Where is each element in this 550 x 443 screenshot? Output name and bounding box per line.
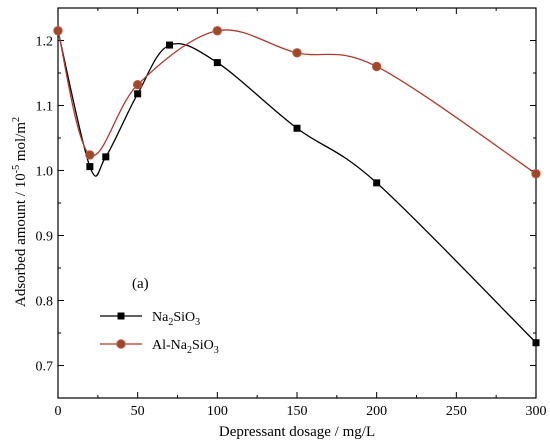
series-1-point (85, 150, 95, 160)
x-tick-label: 300 (526, 404, 547, 419)
series-0-point (293, 124, 301, 132)
x-tick-label: 200 (366, 404, 387, 419)
x-tick-label: 50 (131, 404, 145, 419)
x-axis-label: Depressant dosage / mg/L (219, 424, 375, 440)
series-0-point (166, 41, 174, 49)
y-tick-label: 0.7 (36, 360, 54, 375)
data-markers (53, 26, 541, 347)
y-axis: 0.7 0.8 0.9 1.0 1.1 1.2 (36, 7, 536, 399)
series-1-point (132, 79, 143, 90)
x-axis: 0 50 100 150 200 250 300 (55, 8, 547, 419)
series-0-curve (57, 30, 537, 344)
series-1-point (531, 169, 541, 179)
series-1-point (212, 26, 223, 36)
x-tick-label: 100 (207, 404, 228, 419)
series-0-point (134, 90, 142, 98)
series-0-point (532, 339, 540, 347)
fit-curves (57, 29, 537, 344)
x-tick-label: 250 (446, 404, 467, 419)
legend-label-0: Na2SiO3 (152, 310, 200, 328)
series-1-point (371, 61, 382, 72)
series-0-point (102, 153, 110, 161)
y-tick-label: 1.2 (36, 35, 54, 50)
series-0-point (86, 163, 94, 171)
plot-border (57, 7, 537, 399)
legend-label-1: Al-Na2SiO3 (152, 338, 219, 356)
x-tick-label: 0 (55, 404, 62, 419)
series-1-point (53, 26, 63, 36)
series-0-point (373, 179, 381, 187)
legend-marker-0 (117, 312, 125, 320)
y-tick-label: 0.9 (36, 230, 54, 245)
y-tick-label: 0.8 (36, 295, 54, 310)
legend: Na2SiO3 Al-Na2SiO3 (100, 310, 219, 356)
series-1-point (292, 48, 302, 58)
y-tick-label: 1.1 (36, 100, 54, 115)
y-axis-label: Adsorbed amount / 10-5 mol/m2 (11, 117, 29, 307)
legend-marker-1 (116, 339, 126, 349)
plot-area (57, 7, 537, 399)
x-tick-label: 150 (287, 404, 308, 419)
panel-annotation: (a) (132, 276, 149, 292)
series-0-point (213, 59, 221, 67)
y-tick-label: 1.0 (36, 165, 54, 180)
